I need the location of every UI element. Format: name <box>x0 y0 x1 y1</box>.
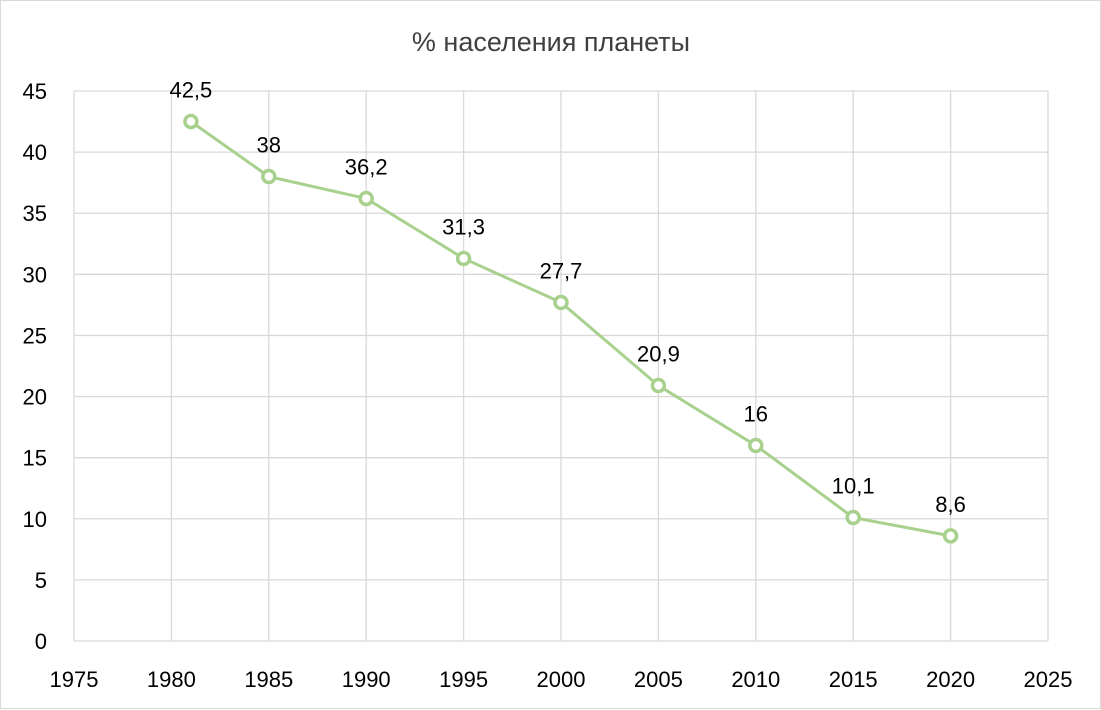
y-tick-label: 15 <box>23 446 47 471</box>
data-label: 36,2 <box>345 155 388 180</box>
x-tick-label: 1985 <box>244 667 293 692</box>
y-tick-label: 45 <box>23 79 47 104</box>
y-tick-label: 20 <box>23 385 47 410</box>
data-label: 20,9 <box>637 342 680 367</box>
data-labels: 42,5 38 36,2 31,3 27,7 20,9 16 10,1 8,6 <box>169 78 965 517</box>
data-point <box>845 509 861 526</box>
y-tick-label: 35 <box>23 201 47 226</box>
data-point <box>358 190 374 207</box>
gridlines <box>73 90 1049 642</box>
data-label: 27,7 <box>540 258 583 283</box>
y-axis-ticks: 0 5 10 15 20 25 30 35 40 45 <box>23 79 47 654</box>
data-label: 42,5 <box>169 78 212 103</box>
chart-title: % населения планеты <box>412 27 690 57</box>
x-tick-label: 2005 <box>634 667 683 692</box>
x-tick-label: 2025 <box>1024 667 1073 692</box>
x-tick-label: 2000 <box>537 667 586 692</box>
x-tick-label: 1990 <box>342 667 391 692</box>
x-tick-label: 2015 <box>829 667 878 692</box>
data-label: 16 <box>744 401 768 426</box>
data-point <box>455 250 472 267</box>
x-tick-label: 1980 <box>147 667 196 692</box>
data-point <box>183 113 199 130</box>
x-tick-label: 1975 <box>50 667 99 692</box>
x-tick-label: 2020 <box>926 667 975 692</box>
data-point <box>748 437 764 454</box>
data-point <box>261 168 277 185</box>
data-label: 8,6 <box>935 492 966 517</box>
x-axis-ticks: 1975 1980 1985 1990 1995 2000 2005 2010 2015 2020… <box>50 667 1073 692</box>
y-tick-label: 25 <box>23 323 47 348</box>
data-point <box>650 377 667 394</box>
x-tick-label: 2010 <box>731 667 780 692</box>
data-label: 38 <box>257 133 281 158</box>
x-tick-label: 1995 <box>439 667 488 692</box>
data-point <box>942 528 959 544</box>
data-label: 31,3 <box>442 214 485 239</box>
y-tick-label: 0 <box>35 629 47 654</box>
data-series <box>183 113 959 544</box>
y-tick-label: 5 <box>35 568 47 593</box>
y-tick-label: 40 <box>23 140 47 165</box>
y-tick-label: 10 <box>23 507 47 532</box>
data-label: 10,1 <box>832 474 875 499</box>
y-tick-label: 30 <box>23 262 47 287</box>
data-point <box>553 294 569 311</box>
